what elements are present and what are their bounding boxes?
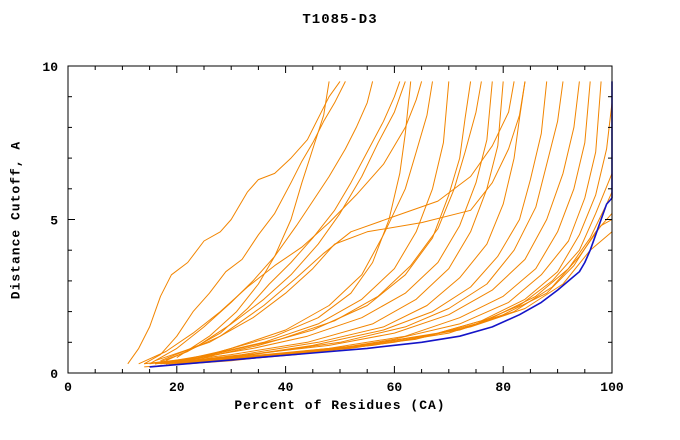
model-curve [149,81,374,365]
y-tick-label: 5 [50,214,58,229]
chart-title: T1085-D3 [302,12,378,28]
x-tick-label: 40 [278,380,294,395]
x-tick-label: 60 [387,380,403,395]
model-curve [149,81,591,368]
x-tick-label: 80 [495,380,511,395]
model-curve [165,81,515,362]
model-curve [160,81,564,365]
model-curve [165,81,412,365]
model-curve [154,81,526,362]
y-tick-label: 0 [50,367,58,382]
model-curve [171,81,482,365]
model-curve [127,81,341,365]
model-curve [160,191,613,365]
x-tick-label: 100 [600,380,624,395]
x-axis-label: Percent of Residues (CA) [234,398,446,413]
model-curve [149,81,472,365]
model-curve [138,81,423,365]
model-curve [154,81,401,365]
model-curve [154,81,450,365]
x-tick-label: 20 [169,380,185,395]
model-curve [165,81,526,365]
model-curve [149,173,613,368]
model-curve [144,81,493,365]
model-curve [160,81,406,362]
model-curve [154,81,504,365]
model-curve [154,81,580,365]
model-curve [176,81,433,365]
x-tick-label: 0 [64,380,72,395]
highlight-curve [149,81,613,368]
model-curve [176,81,330,359]
model-curve [149,81,548,368]
model-curve [176,219,613,365]
model-curve [143,81,346,365]
y-tick-label: 10 [42,60,58,75]
